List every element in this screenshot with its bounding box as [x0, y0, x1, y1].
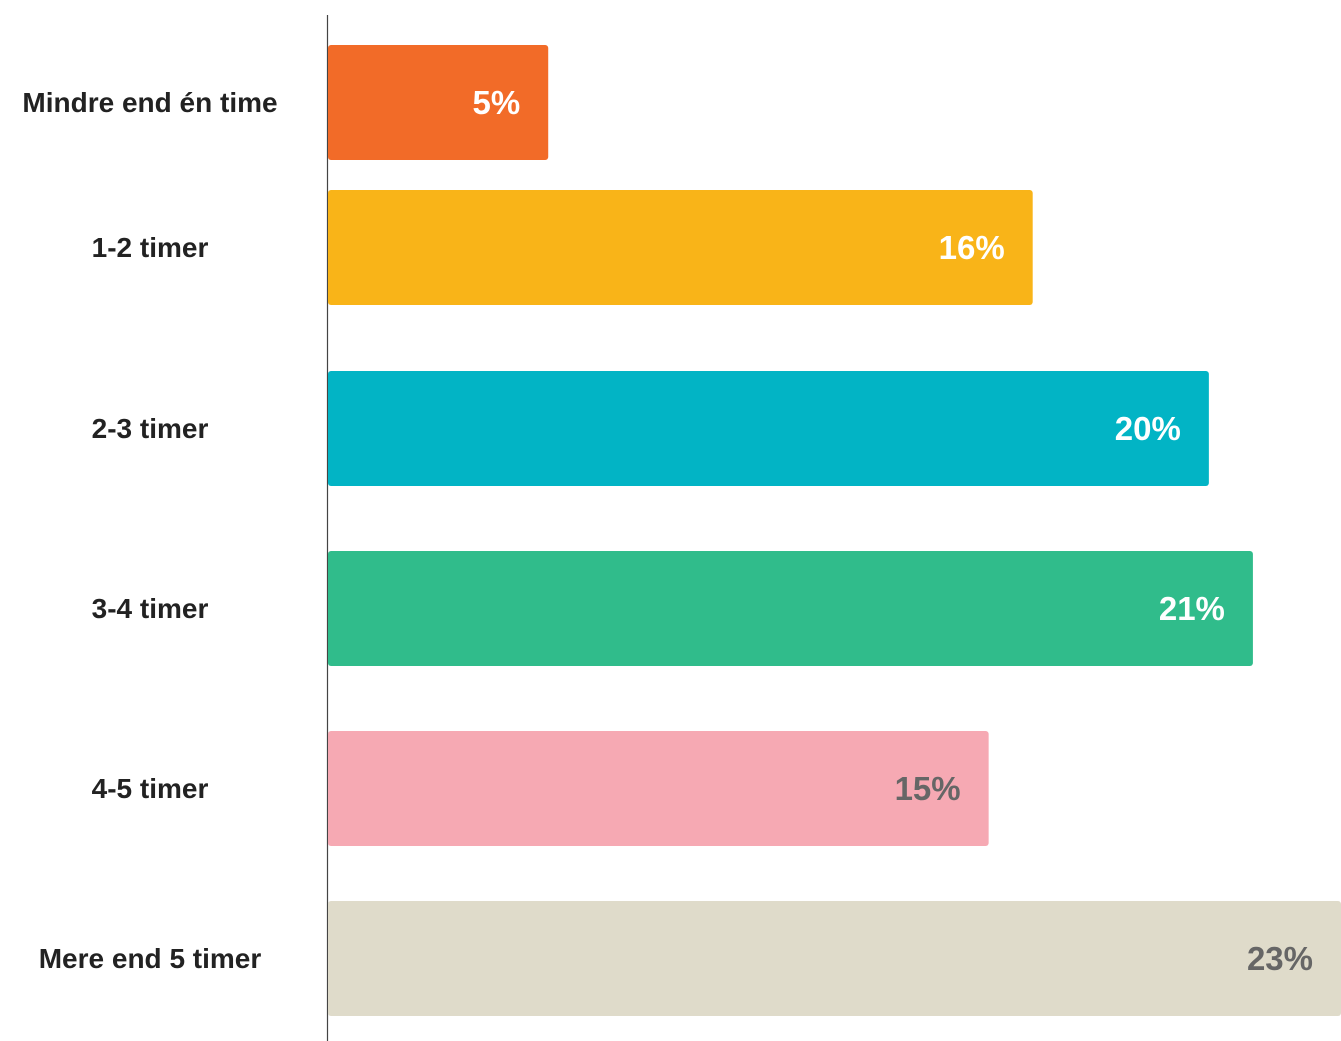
category-label: 1-2 timer	[92, 232, 209, 263]
value-label: 20%	[1115, 410, 1181, 447]
category-label: Mere end 5 timer	[39, 943, 262, 974]
category-label: 2-3 timer	[92, 413, 209, 444]
category-label: 3-4 timer	[92, 593, 209, 624]
bar	[328, 731, 989, 846]
value-label: 16%	[939, 229, 1005, 266]
value-label: 21%	[1159, 590, 1225, 627]
bar	[328, 371, 1209, 486]
category-label: Mindre end én time	[22, 87, 277, 118]
bar	[328, 901, 1341, 1016]
category-label: 4-5 timer	[92, 773, 209, 804]
value-label: 5%	[473, 84, 521, 121]
bar	[328, 45, 549, 160]
bar	[328, 551, 1253, 666]
value-label: 23%	[1247, 940, 1313, 977]
bar	[328, 190, 1033, 305]
value-label: 15%	[895, 770, 961, 807]
